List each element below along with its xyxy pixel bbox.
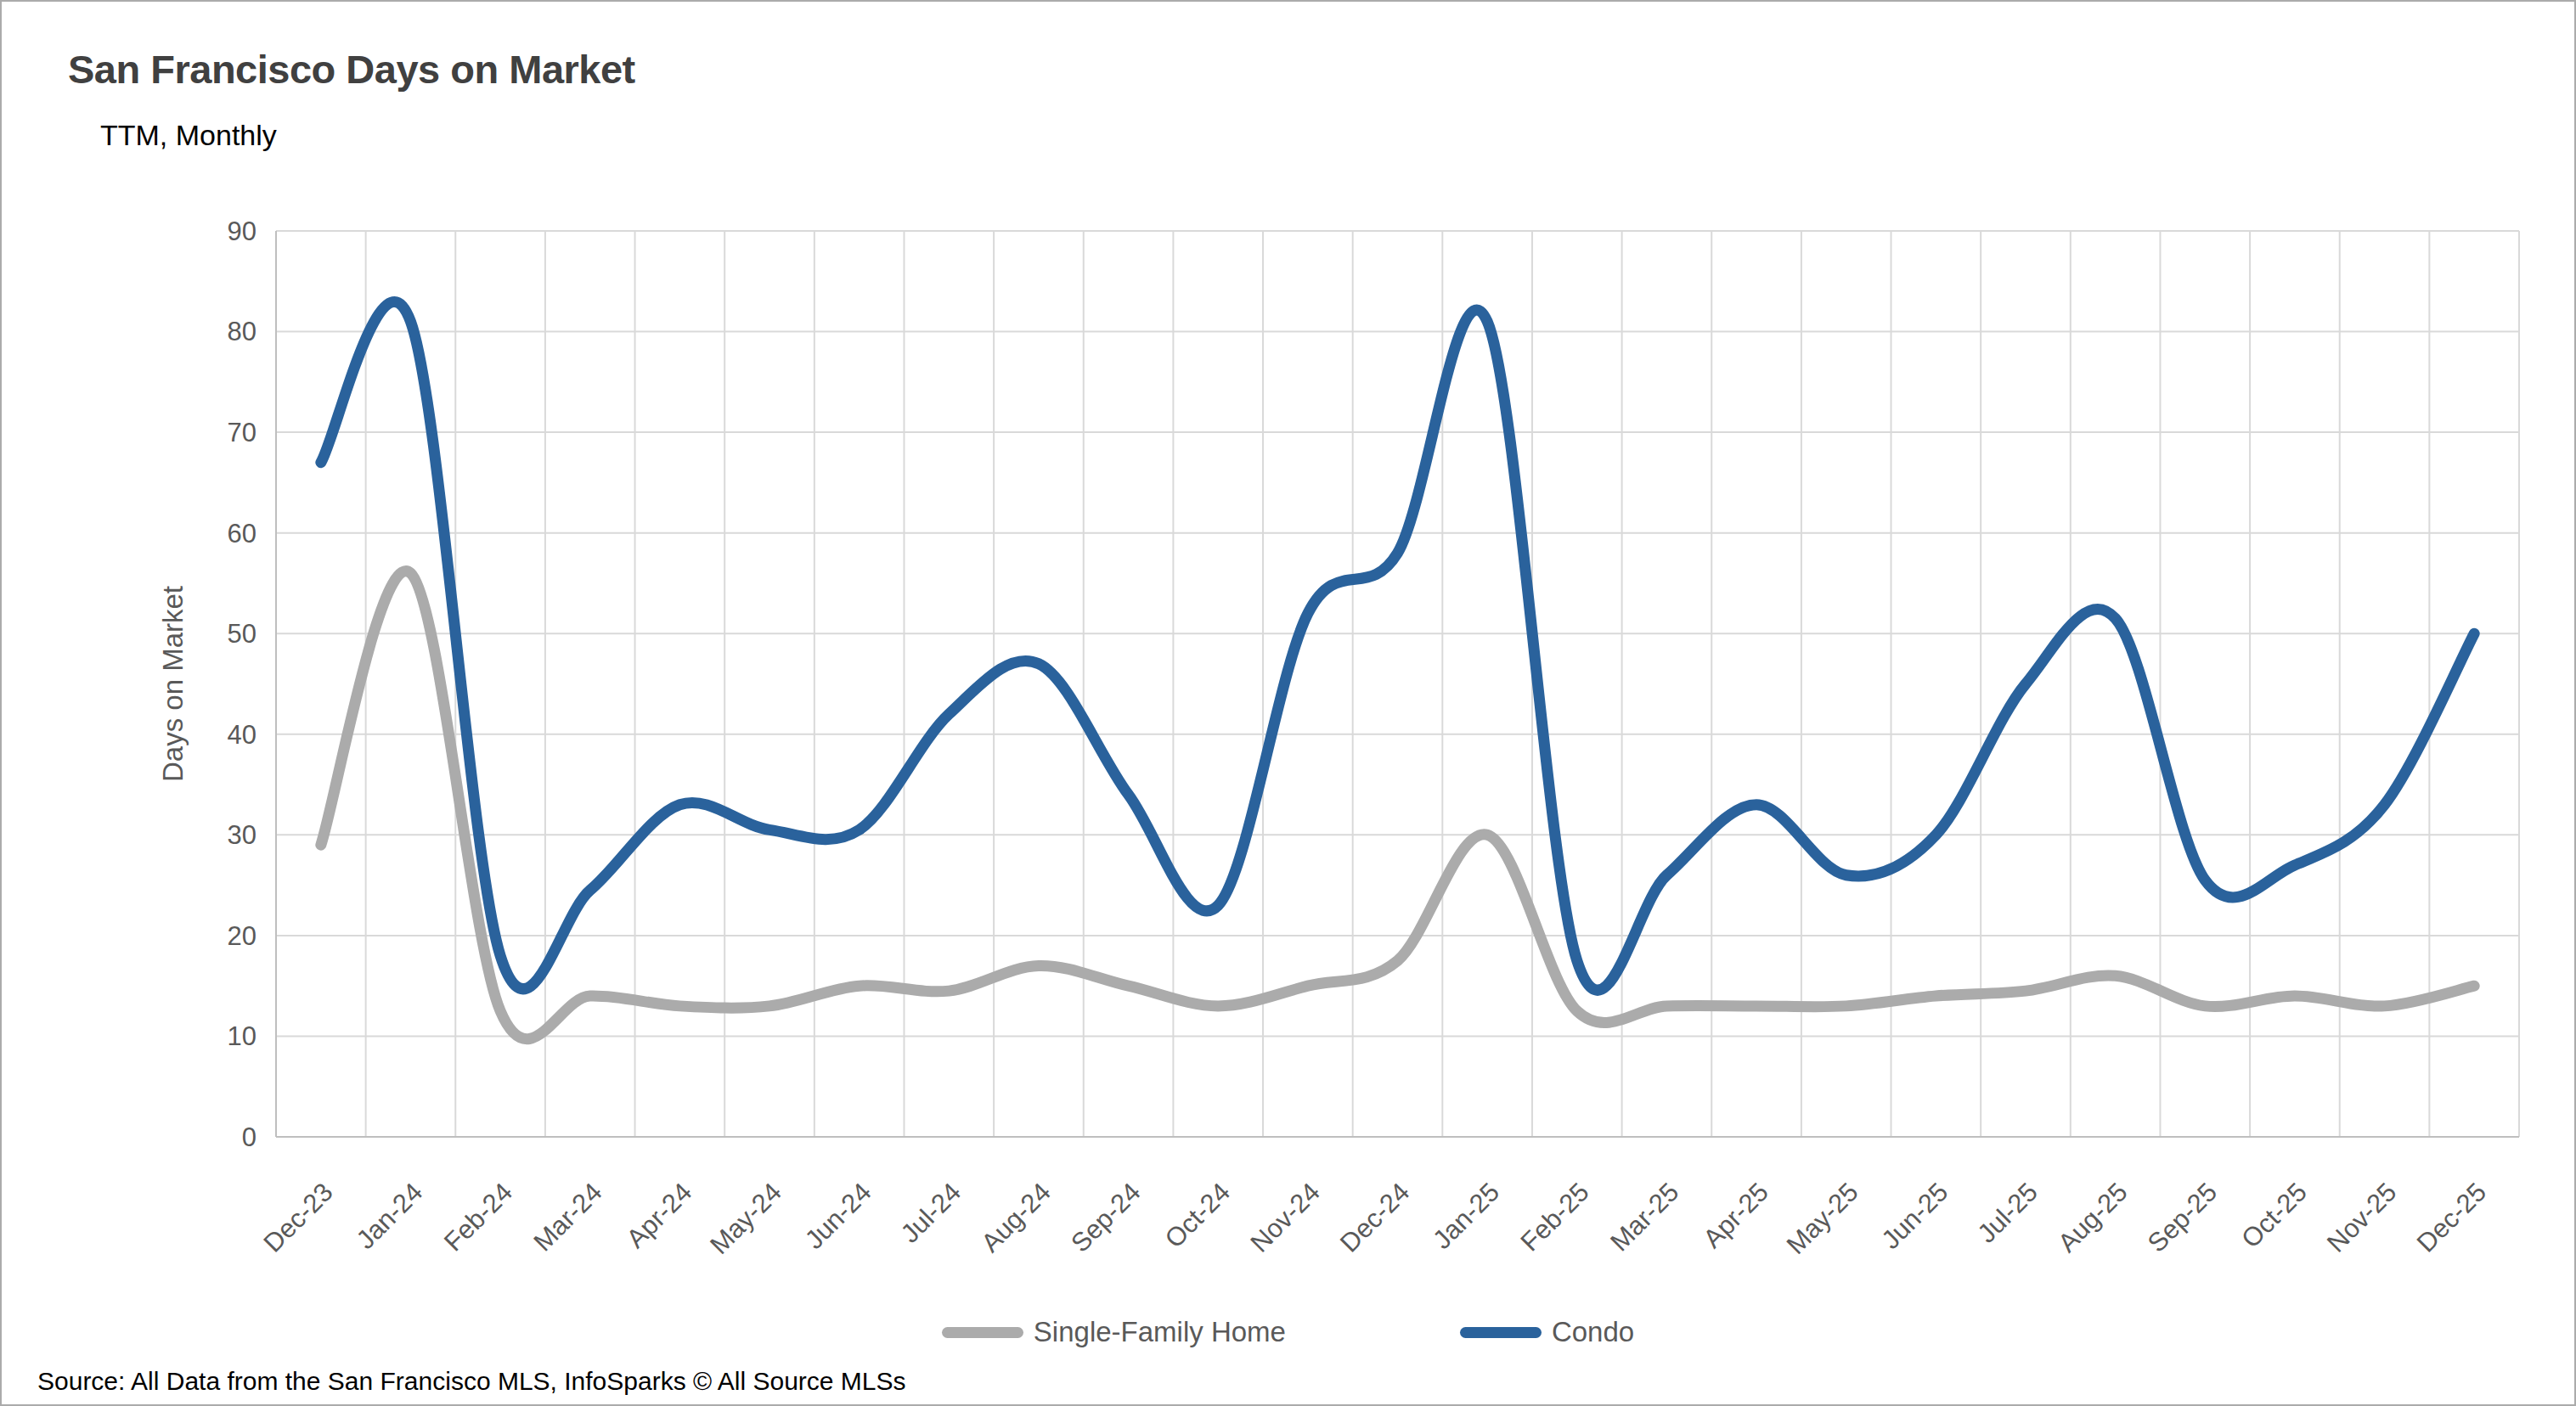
x-tick-label: May-24 <box>704 1177 787 1260</box>
x-tick-label: Nov-25 <box>2321 1177 2402 1257</box>
x-tick-label: Jul-24 <box>895 1177 967 1248</box>
x-tick-label: Sep-24 <box>1065 1177 1146 1257</box>
legend-item-condo: Condo <box>1460 1316 1634 1348</box>
y-tick-label: 80 <box>228 317 256 346</box>
single-family-line-swatch <box>942 1327 1023 1338</box>
chart-legend: Single-Family Home Condo <box>2 1316 2574 1348</box>
x-tick-label: Dec-25 <box>2411 1177 2492 1257</box>
x-tick-label: Oct-24 <box>1159 1177 1237 1254</box>
x-tick-label: Jul-25 <box>1971 1177 2043 1248</box>
x-tick-label: Dec-24 <box>1334 1177 1415 1257</box>
chart-subtitle: TTM, Monthly <box>100 119 277 152</box>
y-axis-title: Days on Market <box>157 586 189 782</box>
page-title: San Francisco Days on Market <box>68 46 635 93</box>
source-attribution: Source: All Data from the San Francisco … <box>37 1367 906 1396</box>
x-tick-label: Jan-24 <box>351 1177 429 1255</box>
chart-canvas: 0102030405060708090Dec-23Jan-24Feb-24Mar… <box>0 0 2576 1406</box>
legend-label-single-family: Single-Family Home <box>1034 1316 1286 1348</box>
y-tick-label: 90 <box>228 217 256 246</box>
x-tick-label: Jun-24 <box>799 1177 877 1255</box>
x-tick-label: Jun-25 <box>1876 1177 1954 1255</box>
legend-label-condo: Condo <box>1552 1316 1634 1348</box>
x-tick-label: Oct-25 <box>2235 1177 2313 1254</box>
x-tick-label: May-25 <box>1781 1177 1864 1260</box>
x-tick-label: Apr-25 <box>1697 1177 1774 1254</box>
x-tick-label: Jan-25 <box>1427 1177 1505 1255</box>
x-tick-label: Feb-25 <box>1515 1177 1595 1257</box>
x-tick-label: Nov-24 <box>1244 1177 1325 1257</box>
x-tick-label: Feb-24 <box>438 1177 518 1257</box>
y-tick-label: 10 <box>228 1021 256 1051</box>
x-tick-label: Aug-25 <box>2052 1177 2133 1257</box>
x-tick-label: Apr-24 <box>621 1177 698 1254</box>
y-tick-label: 30 <box>228 820 256 850</box>
y-tick-label: 50 <box>228 619 256 649</box>
y-tick-label: 40 <box>228 720 256 750</box>
legend-item-single-family: Single-Family Home <box>942 1316 1286 1348</box>
x-tick-label: Aug-24 <box>975 1177 1056 1257</box>
days-on-market-chart: 0102030405060708090Dec-23Jan-24Feb-24Mar… <box>2 2 2576 1406</box>
y-tick-label: 70 <box>228 418 256 447</box>
y-tick-label: 60 <box>228 519 256 548</box>
condo-line-swatch <box>1460 1327 1542 1338</box>
x-tick-label: Dec-23 <box>257 1177 338 1257</box>
single-family-home-line <box>321 571 2474 1039</box>
x-tick-label: Mar-25 <box>1604 1177 1684 1257</box>
condo-line <box>321 301 2474 990</box>
y-tick-label: 0 <box>242 1122 256 1152</box>
x-tick-label: Mar-24 <box>528 1177 608 1257</box>
y-tick-label: 20 <box>228 921 256 951</box>
x-tick-label: Sep-25 <box>2142 1177 2223 1257</box>
